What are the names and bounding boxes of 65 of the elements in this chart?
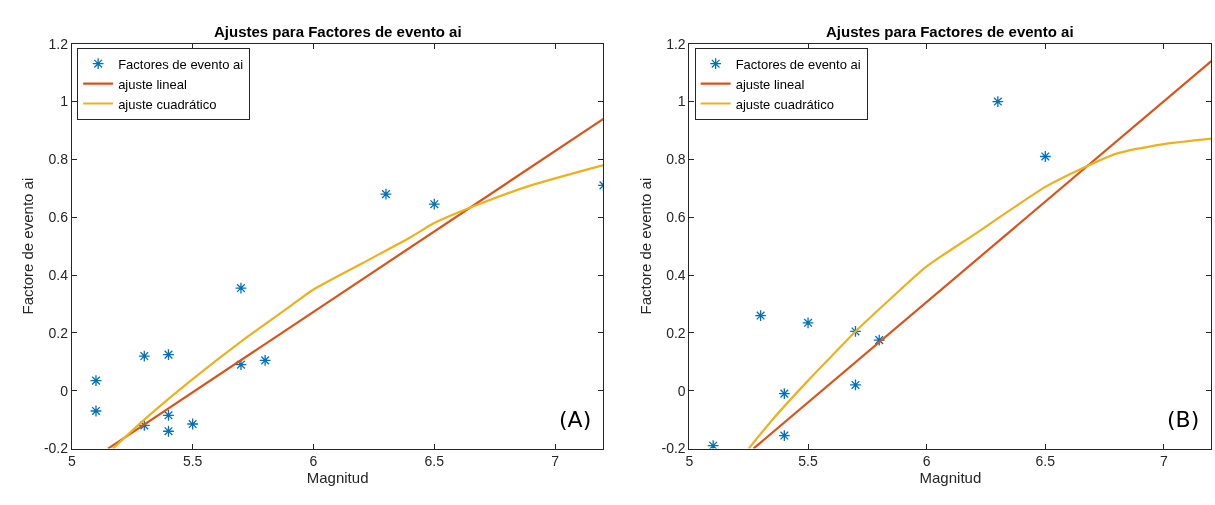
point (89, 374, 103, 387)
legend-label: Factores de evento ai (118, 56, 244, 72)
point (162, 409, 175, 422)
y-tick-label: 0.6 (666, 209, 686, 226)
point (873, 334, 886, 347)
annotation: (B) (1167, 407, 1200, 432)
y-tick-label: 0.2 (48, 324, 69, 341)
y-tick-label: 1.2 (666, 35, 686, 52)
y-axis-title: Factore de evento ai (636, 177, 654, 315)
y-tick-label: 0 (677, 382, 686, 399)
point (162, 348, 175, 361)
x-tick-label: 6 (309, 453, 318, 470)
y-tick-label: 0.4 (48, 266, 69, 283)
x-tick-label: 6.5 (424, 453, 445, 470)
legend-label: ajuste cuadrático (735, 96, 834, 112)
y-tick-label: 0.6 (48, 209, 69, 226)
y-tick-label: 1 (60, 93, 69, 110)
y-tick-label: 0.8 (666, 151, 686, 168)
point (754, 309, 767, 322)
line-series (747, 137, 1212, 449)
point (849, 378, 862, 392)
y-tick-label: -0.2 (661, 440, 686, 457)
y-tick-label: -0.2 (43, 440, 69, 457)
legend-label: ajuste lineal (118, 76, 187, 92)
x-tick-label: 5 (685, 453, 694, 470)
x-tick-label: 5.5 (798, 453, 818, 470)
y-tick-label: 0 (60, 382, 69, 399)
legend-label: ajuste cuadrático (118, 96, 217, 112)
point (778, 429, 791, 442)
y-tick-label: 0.4 (666, 266, 686, 283)
x-axis-title: Magnitud (306, 469, 369, 487)
point (428, 198, 441, 211)
x-axis-title: Magnitud (919, 469, 982, 487)
x-tick-label: 7 (551, 453, 560, 470)
point (1039, 150, 1052, 163)
y-axis-title: Factore de evento ai (19, 177, 37, 315)
point (162, 425, 175, 438)
line-series (111, 164, 604, 449)
y-tick-label: 0.8 (48, 151, 69, 168)
annotation: (A) (559, 407, 592, 432)
y-tick-label: 0.2 (666, 324, 686, 341)
x-tick-label: 5 (67, 453, 76, 470)
point (991, 95, 1004, 108)
x-tick-label: 7 (1160, 453, 1169, 470)
point (138, 350, 151, 363)
x-tick-label: 5.5 (182, 453, 203, 470)
point (778, 387, 791, 400)
legend-label: ajuste lineal (735, 76, 805, 92)
x-tick-label: 6 (922, 453, 931, 470)
chart-title: Ajustes para Factores de evento ai (826, 23, 1074, 40)
y-tick-label: 1 (677, 93, 686, 110)
point (802, 316, 815, 329)
point (234, 358, 248, 371)
point (186, 417, 199, 431)
point (849, 325, 862, 338)
y-tick-label: 1.2 (48, 35, 69, 52)
x-tick-label: 6.5 (1035, 453, 1056, 470)
legend-label: Factores de evento ai (735, 56, 861, 72)
point (89, 404, 103, 418)
point (234, 282, 248, 295)
point (379, 188, 393, 201)
point (259, 354, 272, 367)
point (138, 419, 151, 432)
chart-title: Ajustes para Factores de evento ai (214, 23, 462, 40)
point (707, 439, 720, 449)
